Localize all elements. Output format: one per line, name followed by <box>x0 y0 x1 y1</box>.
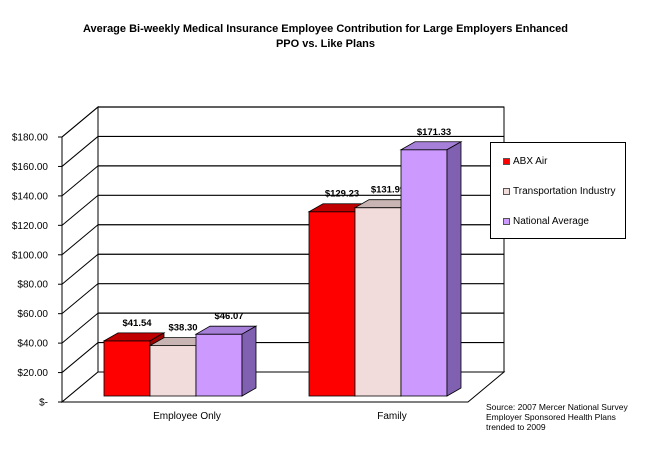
y-tick-label: $100.00 <box>12 250 49 261</box>
gridline-side <box>61 342 99 373</box>
y-tick-label: $140.00 <box>12 191 49 202</box>
data-label-transportation-industry-family: $131.99 <box>371 185 405 196</box>
legend-label-national-average: National Average <box>513 216 589 227</box>
y-tick-label: $40.00 <box>17 339 48 350</box>
legend-label-transportation-industry: Transportation Industry <box>513 186 616 197</box>
data-label-transportation-industry-employee-only: $38.30 <box>168 323 197 334</box>
legend-swatch-transportation-industry <box>503 188 510 195</box>
chart-title-line-1: Average Bi-weekly Medical Insurance Empl… <box>83 23 568 35</box>
data-label-national-average-family: $171.33 <box>417 127 451 138</box>
legend-item-national-average: National Average <box>503 216 589 227</box>
bar-side-national-average-employee-only <box>241 325 257 397</box>
bar-side-national-average-family <box>446 141 462 397</box>
gridline-side <box>61 194 99 226</box>
bar-abx-air-family <box>308 211 356 397</box>
source-note: Source: 2007 Mercer National Survey Empl… <box>486 402 628 432</box>
gridline-side <box>61 312 99 344</box>
bar-abx-air-employee-only <box>103 340 151 397</box>
y-tick-label: $160.00 <box>12 162 49 173</box>
legend-swatch-national-average <box>503 218 510 225</box>
legend-label-abx-air: ABX Air <box>513 156 548 167</box>
y-tick-label: $80.00 <box>17 280 48 291</box>
x-tick-label-family: Family <box>377 411 406 422</box>
gridline-side <box>61 283 99 315</box>
chart-title: Average Bi-weekly Medical Insurance Empl… <box>40 22 611 52</box>
chart-title-line-2: PPO vs. Like Plans <box>275 38 376 50</box>
y-tick-label: $20.00 <box>17 368 48 379</box>
gridline-side <box>61 253 99 285</box>
y-tick-label: $- <box>39 398 48 409</box>
legend: ABX Air Transportation Industry National… <box>490 142 626 239</box>
bar-national-average-employee-only <box>195 333 243 397</box>
y-tick-label: $180.00 <box>12 133 49 144</box>
data-label-national-average-employee-only: $46.07 <box>214 311 243 322</box>
bar-national-average-family <box>400 149 448 397</box>
gridline-side <box>61 136 99 167</box>
gridline-side <box>61 165 99 197</box>
legend-swatch-abx-air <box>503 158 510 165</box>
y-tick-label: $60.00 <box>17 309 48 320</box>
bar-transportation-industry-employee-only <box>149 345 197 397</box>
y-tick-label: $120.00 <box>12 221 49 232</box>
gridline-side <box>61 106 99 138</box>
legend-item-transportation-industry: Transportation Industry <box>503 186 615 197</box>
x-tick-label-employee-only: Employee Only <box>153 411 221 422</box>
data-label-abx-air-employee-only: $41.54 <box>122 318 152 329</box>
bar-transportation-industry-family <box>354 207 402 397</box>
legend-item-abx-air: ABX Air <box>503 156 547 167</box>
data-label-abx-air-family: $129.23 <box>325 189 359 200</box>
gridline-side <box>61 224 99 256</box>
